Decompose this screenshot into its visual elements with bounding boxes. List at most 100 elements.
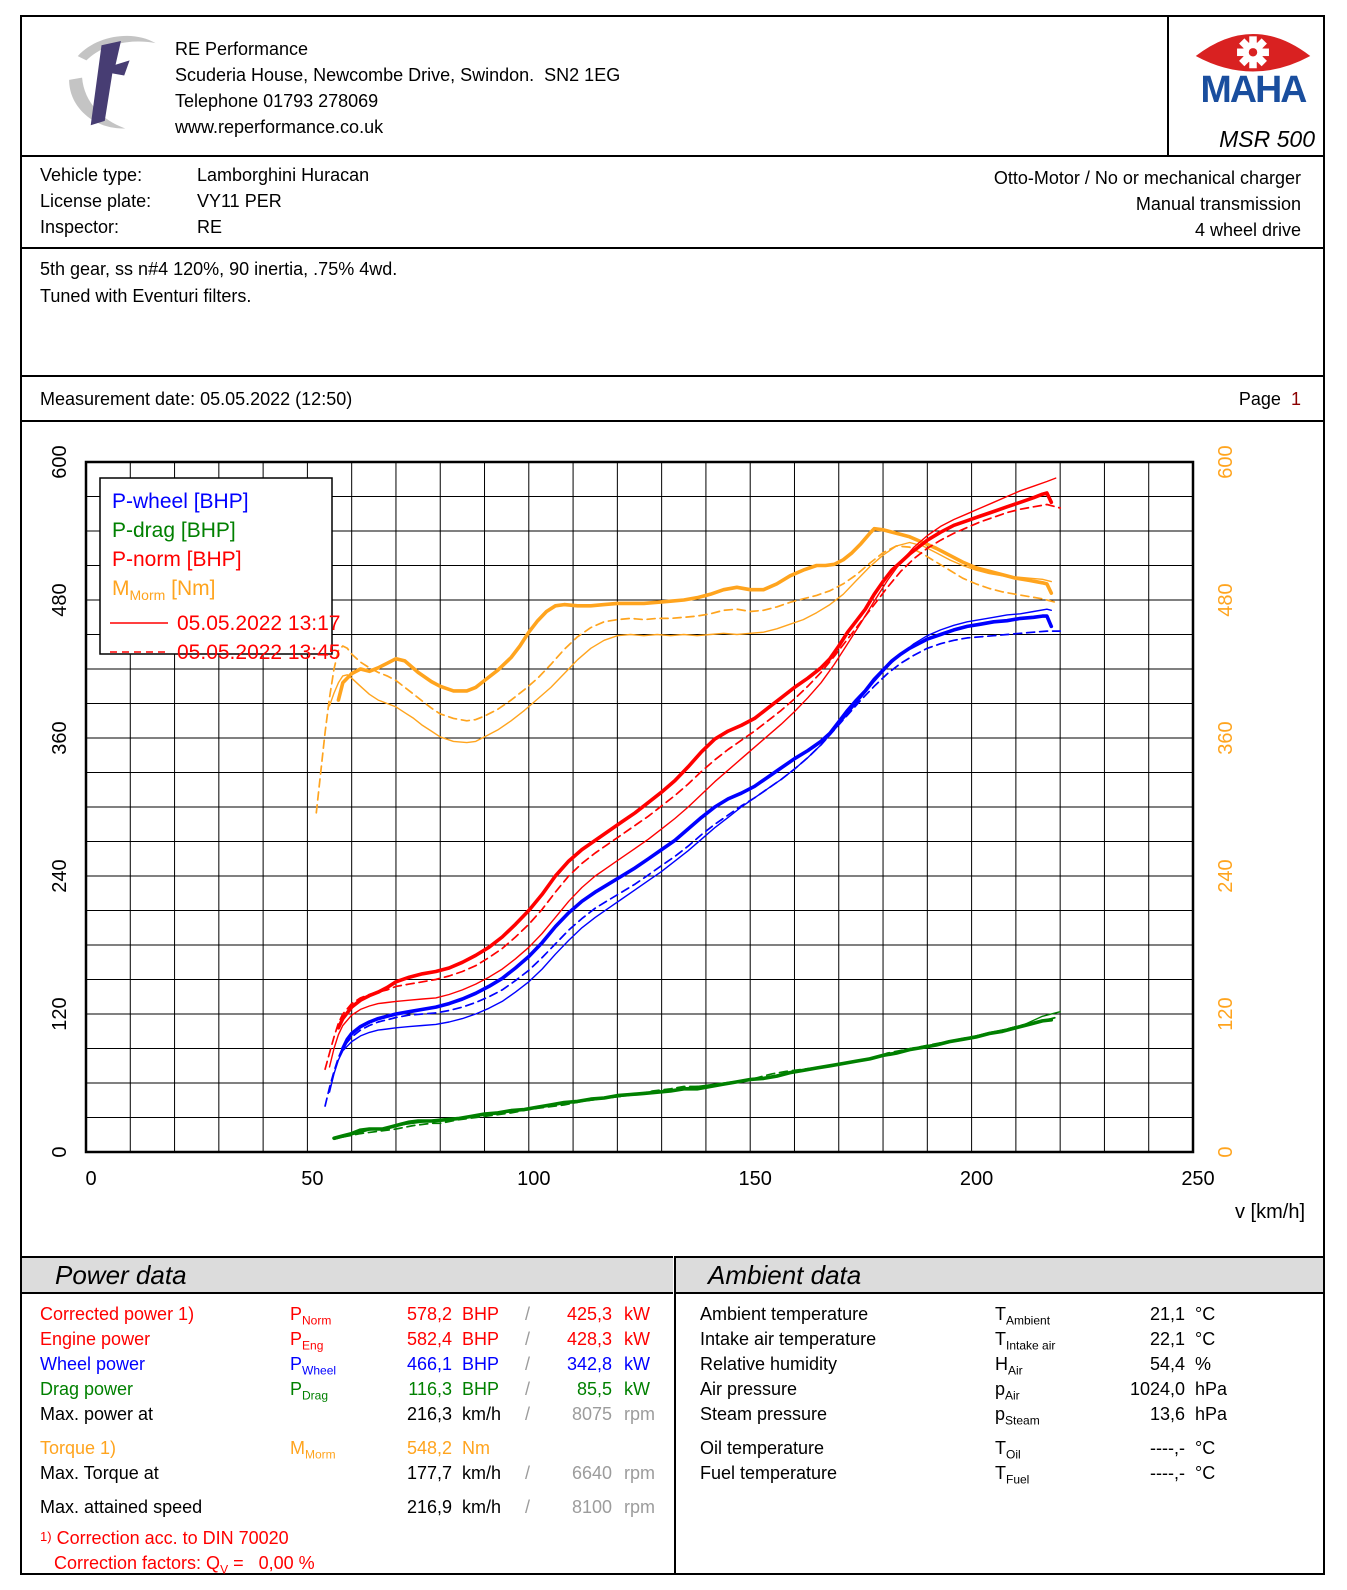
y-axis-left-tick: 480 [49,583,71,616]
ambient-row-unit: °C [1195,1329,1216,1349]
ambient-row-unit: °C [1195,1304,1216,1324]
power-row-unit-2: kW [624,1379,650,1399]
power-row-unit: km/h [462,1497,502,1517]
power-row-label: Corrected power 1) [40,1304,195,1324]
power-row-unit-2: rpm [624,1497,655,1517]
maha-logo: MAHA [1195,33,1311,111]
section-divider-3 [20,375,1325,377]
ambient-row-symbol: TOil [995,1438,1021,1462]
power-row-slash: / [525,1379,531,1399]
ambient-row-label: Steam pressure [700,1404,828,1424]
ambient-row-symbol: TFuel [995,1463,1030,1487]
legend-entry: P-wheel [BHP] [112,490,249,513]
power-row-unit: BHP [462,1354,500,1374]
power-data-header: Power data [55,1260,187,1290]
power-row: Corrected power 1) PNorm 578,2 BHP / 425,3 kW [22,1304,673,1329]
engine-type-text: Otto-Motor / No or mechanical charger [993,168,1301,188]
power-row-value: 216,9 [406,1497,452,1517]
page-border [20,15,1325,1575]
ambient-row-value: 22,1 [1149,1329,1185,1349]
power-row-value: 582,4 [406,1329,452,1349]
drivetrain-text: 4 wheel drive [1194,220,1301,240]
power-row-slash: / [525,1304,531,1324]
power-row: Engine power PEng 582,4 BHP / 428,3 kW [22,1329,673,1354]
x-axis-tick: 0 [85,1168,96,1190]
company-phone: Telephone 01793 278069 [175,91,379,111]
curve-torque-run-1317 [328,541,1053,744]
power-row-symbol: PEng [290,1329,324,1353]
page-label: Page [1238,389,1281,409]
power-table: Corrected power 1) PNorm 578,2 BHP/425,3 kW E… [22,1296,673,1526]
correction-footnote: 1) Correction acc. to DIN 70020 Correcti… [40,1528,315,1577]
ambient-row: Steam pressure pSteam 13,6 hPa [675,1404,1323,1429]
power-row-unit: Nm [462,1438,490,1458]
power-row-value: 578,2 [406,1304,452,1324]
power-row-value: 177,7 [406,1463,452,1483]
curve-pwheel-run-1345 [324,630,1062,1107]
x-axis-tick: 50 [301,1168,323,1190]
ambient-row: Fuel temperature TFuel ----,- °C [675,1463,1323,1488]
power-row-slash: / [525,1463,531,1483]
inspector-label: Inspector: [40,217,120,237]
power-row-value-2: 85,5 [576,1379,612,1399]
ambient-row-value: 1024,0 [1129,1379,1185,1399]
ambient-row: Oil temperature TOil ----,- °C [675,1438,1323,1463]
power-row: Drag power PDrag 116,3 BHP / 85,5 kW [22,1379,673,1404]
transmission-text: Manual transmission [1135,194,1301,214]
comment-line-2: Tuned with Eventuri filters. [40,286,252,306]
power-row-symbol: PNorm [290,1304,332,1328]
ambient-row-unit: °C [1195,1463,1216,1483]
power-row-slash: / [525,1329,531,1349]
inspector-value: RE [197,217,223,237]
company-address: Scuderia House, Newcombe Drive, Swindon.… [175,65,621,85]
company-website: www.reperformance.co.uk [175,117,384,137]
power-row-label: Wheel power [40,1354,146,1374]
ambient-row-value: 21,1 [1149,1304,1185,1324]
power-row: Torque 1) MMorm 548,2 Nm [22,1438,673,1463]
license-plate-value: VY11 PER [197,191,282,211]
ambient-row-label: Ambient temperature [700,1304,869,1324]
svg-text:MAHA: MAHA [1200,68,1307,110]
ambient-row-unit: hPa [1195,1404,1228,1424]
dyno-chart: 0 120 240 360 480 600 0 120 240 360 480 600 0 50 100 15… [49,445,1305,1223]
msr-model-label: MSR 500 [1219,126,1315,152]
comment-line-1: 5th gear, ss n#4 120%, 90 inertia, .75% … [40,259,398,279]
power-row: Wheel power PWheel 466,1 BHP / 342,8 kW [22,1354,673,1379]
ambient-row-unit: hPa [1195,1379,1228,1399]
power-row-value-2: 8075 [571,1404,612,1424]
power-row-label: Torque 1) [40,1438,117,1458]
power-row-value: 466,1 [406,1354,452,1374]
company-name: RE Performance [175,39,309,59]
x-axis-tick: 100 [517,1168,550,1190]
section-divider-4 [20,420,1325,422]
page-number: 1 [1290,389,1301,409]
power-row-unit: km/h [462,1463,502,1483]
curve-pdrag-main [332,1017,1054,1141]
ambient-row-symbol: pAir [995,1379,1020,1403]
re-performance-logo [69,35,156,129]
power-row-value-2: 428,3 [566,1329,612,1349]
x-axis-title: v [km/h] [1235,1201,1305,1223]
power-row-slash: / [525,1497,531,1517]
ambient-row: Ambient temperature TAmbient 21,1 °C [675,1304,1323,1329]
x-axis-tick: 200 [960,1168,993,1190]
section-divider-1 [20,155,1325,157]
legend-entry: P-norm [BHP] [112,548,242,571]
power-row-unit-2: kW [624,1354,650,1374]
x-axis-tick: 250 [1181,1168,1214,1190]
ambient-row-label: Fuel temperature [700,1463,838,1483]
power-row-slash: / [525,1404,531,1424]
y-axis-left-tick: 0 [49,1146,71,1157]
ambient-table: Ambient temperature TAmbient 21,1 °C Intake … [675,1296,1323,1526]
power-row-unit-2: rpm [624,1404,655,1424]
power-row-symbol: MMorm [290,1438,336,1462]
y-axis-left-tick: 360 [49,721,71,754]
curve-torque-run-1345 [315,545,1057,814]
power-row-value: 216,3 [406,1404,452,1424]
vehicle-type-label: Vehicle type: [40,165,143,185]
legend-run-label: 05.05.2022 13:45 [177,641,341,664]
ambient-row-value: ----,- [1150,1438,1185,1458]
ambient-row-symbol: HAir [995,1354,1023,1378]
curve-pnorm-run-1345 [324,503,1062,1071]
ambient-row-symbol: TAmbient [995,1304,1051,1328]
